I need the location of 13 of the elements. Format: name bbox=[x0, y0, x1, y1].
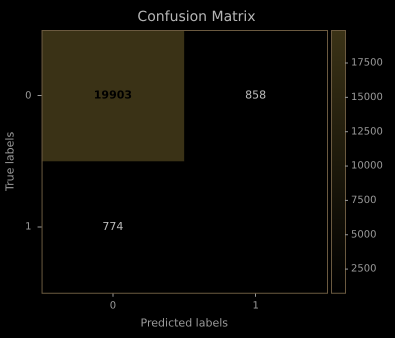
data-label: 858 bbox=[245, 88, 266, 102]
color-bar-label: 12500 bbox=[351, 126, 383, 138]
color-bar-label: 15000 bbox=[351, 92, 383, 103]
color-bar-label: 2500 bbox=[351, 264, 376, 275]
x-axis-title: Predicted labels bbox=[140, 316, 228, 330]
color-bar-label: 10000 bbox=[351, 160, 383, 172]
color-bar-label: 17500 bbox=[351, 58, 383, 69]
color-bar-label: 5000 bbox=[351, 229, 376, 240]
chart-title: Confusion Matrix bbox=[137, 9, 256, 26]
data-label: 19903 bbox=[94, 88, 132, 102]
data-label: 774 bbox=[102, 220, 124, 233]
y-axis-title: True labels bbox=[3, 132, 16, 192]
color-bar-label: 7500 bbox=[351, 194, 376, 206]
